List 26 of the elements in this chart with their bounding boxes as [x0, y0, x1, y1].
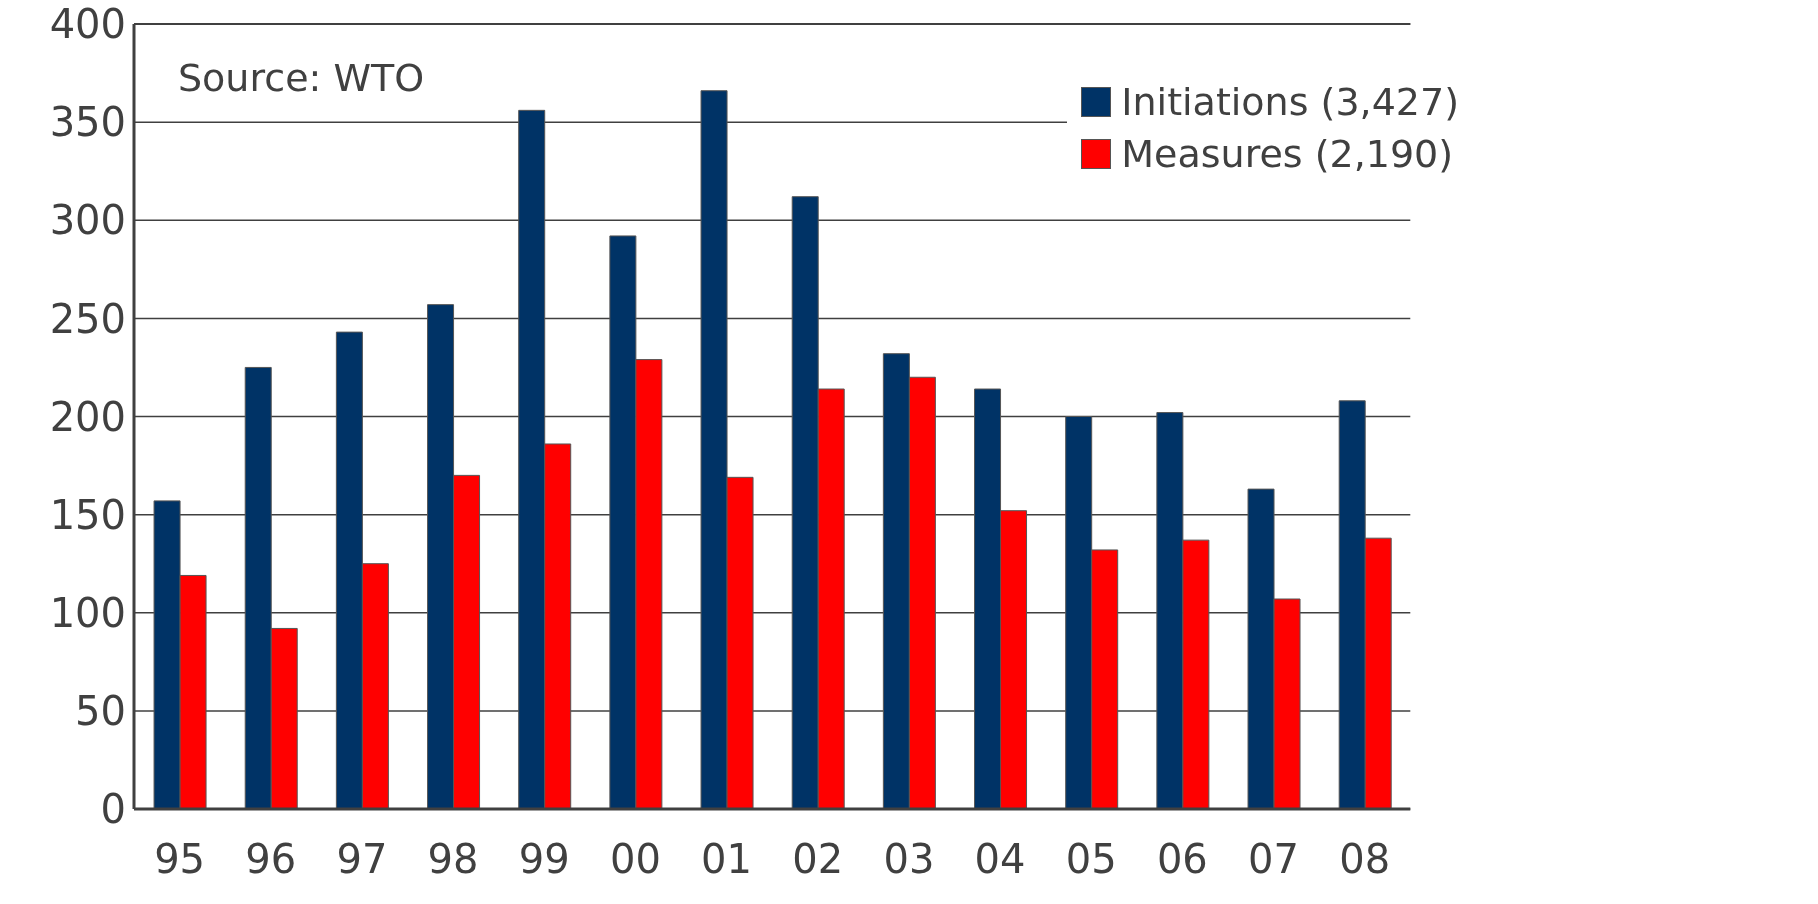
y-tick-label: 150 — [49, 491, 126, 538]
x-tick-label: 07 — [1248, 836, 1299, 883]
x-tick-label: 99 — [518, 836, 570, 883]
x-tick-label: 96 — [245, 836, 297, 883]
x-tick-label: 04 — [974, 836, 1026, 883]
x-tick-label: 98 — [427, 836, 479, 883]
x-tick-label: 00 — [609, 836, 661, 883]
y-tick-label: 250 — [49, 295, 126, 342]
x-tick-label: 05 — [1065, 836, 1117, 883]
y-tick-label: 50 — [75, 688, 126, 735]
y-tick-label: 400 — [49, 1, 126, 48]
y-tick-label: 200 — [49, 393, 126, 440]
legend-label: Measures (2,190) — [1121, 131, 1454, 178]
y-tick-label: 300 — [49, 197, 126, 244]
x-tick-label: 08 — [1339, 836, 1391, 883]
y-tick-label: 0 — [100, 786, 126, 833]
x-tick-label: 06 — [1156, 836, 1208, 883]
annotation: Source: WTO — [178, 56, 425, 100]
x-tick-label: 95 — [154, 836, 206, 883]
x-tick-label: 97 — [336, 836, 388, 883]
y-tick-label: 350 — [49, 99, 126, 146]
x-tick-label: 01 — [701, 836, 753, 883]
y-tick-label: 100 — [49, 589, 126, 636]
x-tick-label: 03 — [883, 836, 935, 883]
x-tick-label: 02 — [792, 836, 844, 883]
legend-label: Initiations (3,427) — [1121, 79, 1459, 126]
